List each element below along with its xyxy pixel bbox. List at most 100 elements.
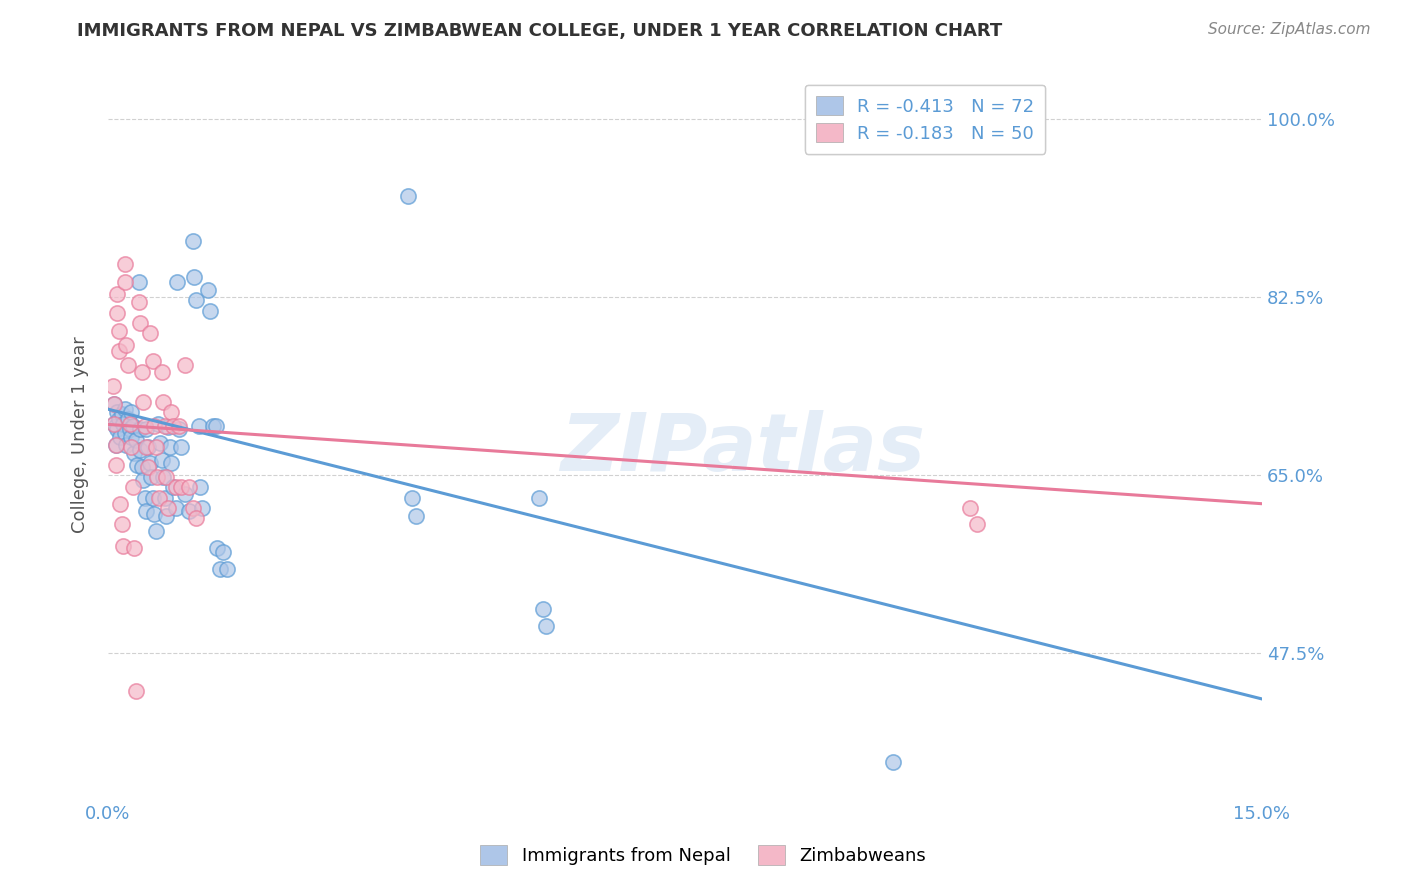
Point <box>114 402 136 417</box>
Point <box>160 456 183 470</box>
Point <box>200 303 222 318</box>
Point <box>536 618 558 632</box>
Point <box>188 480 211 494</box>
Point <box>186 511 208 525</box>
Point <box>104 438 127 452</box>
Point <box>142 354 165 368</box>
Point <box>105 405 128 419</box>
Point <box>146 470 169 484</box>
Point <box>112 417 135 432</box>
Point <box>174 486 197 500</box>
Point <box>125 683 148 698</box>
Point <box>121 419 143 434</box>
Legend: R = -0.413   N = 72, R = -0.183   N = 50: R = -0.413 N = 72, R = -0.183 N = 50 <box>804 85 1045 153</box>
Point <box>129 316 152 330</box>
Point <box>197 283 219 297</box>
Point <box>527 491 550 505</box>
Point <box>120 429 142 443</box>
Point <box>145 440 167 454</box>
Point <box>152 395 174 409</box>
Point <box>127 458 149 472</box>
Point <box>181 235 204 249</box>
Point <box>170 480 193 494</box>
Point <box>150 365 173 379</box>
Point <box>107 324 129 338</box>
Point <box>135 440 157 454</box>
Point <box>128 275 150 289</box>
Point <box>167 422 190 436</box>
Point <box>105 305 128 319</box>
Point <box>103 417 125 432</box>
Point <box>107 344 129 359</box>
Point <box>115 338 138 352</box>
Point <box>149 435 172 450</box>
Point <box>153 491 176 505</box>
Point <box>128 295 150 310</box>
Point <box>135 504 157 518</box>
Point <box>155 470 177 484</box>
Point <box>146 417 169 432</box>
Point <box>162 419 184 434</box>
Point <box>129 422 152 436</box>
Point <box>165 500 187 515</box>
Point <box>132 395 155 409</box>
Point <box>114 257 136 271</box>
Point <box>191 500 214 515</box>
Point <box>107 412 129 426</box>
Point <box>117 412 139 426</box>
Point <box>111 407 134 421</box>
Point <box>104 419 127 434</box>
Point <box>174 359 197 373</box>
Point <box>139 470 162 484</box>
Point <box>132 473 155 487</box>
Point <box>129 442 152 457</box>
Point <box>159 440 181 454</box>
Point <box>101 378 124 392</box>
Point <box>115 438 138 452</box>
Point <box>110 497 132 511</box>
Point <box>396 188 419 202</box>
Point <box>401 491 423 505</box>
Y-axis label: College, Under 1 year: College, Under 1 year <box>72 336 89 533</box>
Point <box>136 460 159 475</box>
Point <box>120 440 142 454</box>
Point <box>959 500 981 515</box>
Point <box>131 460 153 475</box>
Legend: Immigrants from Nepal, Zimbabweans: Immigrants from Nepal, Zimbabweans <box>471 836 935 874</box>
Point <box>122 541 145 556</box>
Point <box>105 287 128 301</box>
Point <box>208 562 231 576</box>
Point <box>110 429 132 443</box>
Point <box>139 326 162 340</box>
Point <box>217 562 239 576</box>
Point <box>160 405 183 419</box>
Point <box>201 419 224 434</box>
Point <box>112 540 135 554</box>
Point <box>118 417 141 432</box>
Point <box>153 419 176 434</box>
Point <box>531 602 554 616</box>
Text: Source: ZipAtlas.com: Source: ZipAtlas.com <box>1208 22 1371 37</box>
Point <box>121 480 143 494</box>
Point <box>145 524 167 538</box>
Point <box>204 419 226 434</box>
Point <box>882 755 904 769</box>
Point <box>122 446 145 460</box>
Point <box>111 516 134 531</box>
Point <box>142 491 165 505</box>
Point <box>205 541 228 556</box>
Point <box>114 425 136 440</box>
Text: ZIPatlas: ZIPatlas <box>560 410 925 488</box>
Point <box>167 419 190 434</box>
Point <box>405 508 427 523</box>
Point <box>131 365 153 379</box>
Point <box>103 417 125 432</box>
Point <box>162 480 184 494</box>
Point <box>117 359 139 373</box>
Point <box>143 507 166 521</box>
Point <box>187 419 209 434</box>
Point <box>138 456 160 470</box>
Point <box>105 422 128 436</box>
Point <box>155 508 177 523</box>
Text: IMMIGRANTS FROM NEPAL VS ZIMBABWEAN COLLEGE, UNDER 1 YEAR CORRELATION CHART: IMMIGRANTS FROM NEPAL VS ZIMBABWEAN COLL… <box>77 22 1002 40</box>
